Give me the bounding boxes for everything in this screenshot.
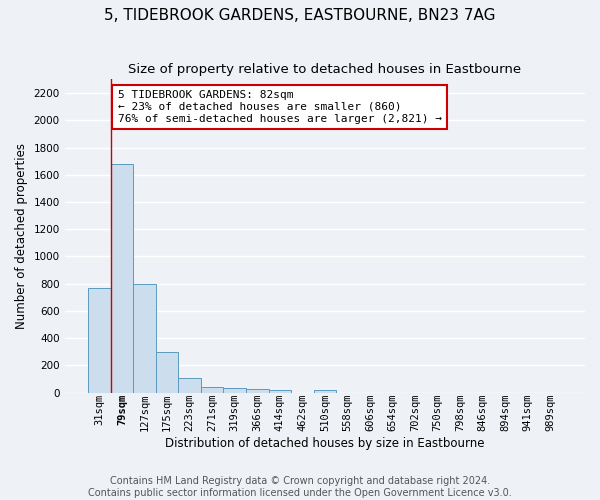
Bar (156, 352, 178, 393)
Bar (314, 390, 336, 392)
Bar (133, 284, 156, 393)
X-axis label: Distribution of detached houses by size in Eastbourne: Distribution of detached houses by size … (165, 437, 485, 450)
Y-axis label: Number of detached properties: Number of detached properties (15, 143, 28, 329)
Bar (269, 390, 291, 392)
Text: Contains HM Land Registry data © Crown copyright and database right 2024.
Contai: Contains HM Land Registry data © Crown c… (88, 476, 512, 498)
Text: 5, TIDEBROOK GARDENS, EASTBOURNE, BN23 7AG: 5, TIDEBROOK GARDENS, EASTBOURNE, BN23 7… (104, 8, 496, 22)
Bar (201, 387, 223, 392)
Title: Size of property relative to detached houses in Eastbourne: Size of property relative to detached ho… (128, 62, 521, 76)
Bar (246, 389, 269, 392)
Bar (223, 388, 246, 392)
Text: 5 TIDEBROOK GARDENS: 82sqm
← 23% of detached houses are smaller (860)
76% of sem: 5 TIDEBROOK GARDENS: 82sqm ← 23% of deta… (118, 90, 442, 124)
Bar (111, 164, 133, 392)
Bar (88, 288, 111, 393)
Bar (178, 378, 201, 392)
